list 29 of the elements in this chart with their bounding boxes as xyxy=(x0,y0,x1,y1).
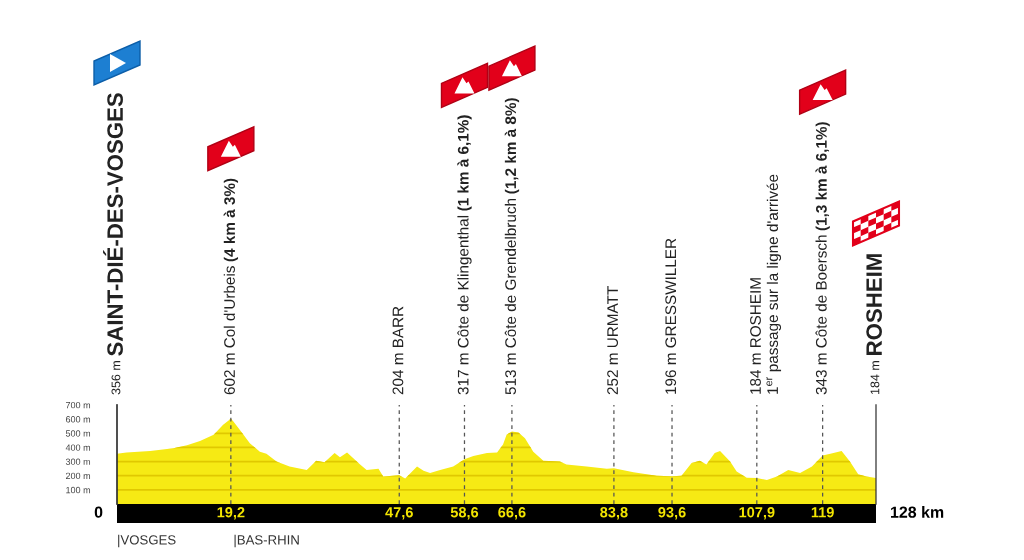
x-tick-label: 119 xyxy=(811,507,834,518)
y-tick-label: 500 m xyxy=(65,430,91,437)
ref-line-label: 184 m ROSHEIM xyxy=(866,254,882,395)
y-tick-label: 200 m xyxy=(65,472,91,480)
ref-line-label: 252 m URMATT xyxy=(607,286,619,395)
y-tick-label: 700 m xyxy=(65,401,91,409)
x-tick-label: 93,6 xyxy=(658,507,686,520)
ref-line-label: 204 m BARR xyxy=(392,306,404,395)
ref-line-label: 602 m Col d'Urbeis (4 km à 3%) xyxy=(223,178,239,395)
ref-line-label: 343 m Côte de Boersch (1,3 km à 6,1%) xyxy=(815,122,830,395)
x-tick-label: 19,2 xyxy=(217,507,245,520)
y-tick-label: 400 m xyxy=(65,444,91,451)
ref-line-label: 513 m Côte de Grendelbruch (1,2 km à 8%) xyxy=(504,98,520,395)
y-tick-label: 600 m xyxy=(65,416,91,423)
ref-line-label: 184 m ROSHEIM 1$^{er}$ passage sur la ligne d'arrivée xyxy=(750,174,782,394)
x-tick-label: 66,6 xyxy=(498,507,526,520)
text: |VOSGES xyxy=(118,534,176,548)
x-tick-label: 83,8 xyxy=(600,507,628,520)
x-tick-label: 58,6 xyxy=(450,507,479,520)
y-tick-label: 100 m xyxy=(66,486,91,494)
ref-line-label: 196 m GRESSWILLER xyxy=(665,238,677,394)
x-tick-label: 47,6 xyxy=(385,507,413,520)
ref-line-label: 317 m Côte de Klingenthal (1 km à 6,1%) xyxy=(457,115,472,395)
annotation: 0 xyxy=(94,506,103,518)
x-tick-label: 107,9 xyxy=(739,507,775,520)
text: |BAS-RHIN xyxy=(234,534,299,548)
y-tick-label: 300 m xyxy=(65,458,91,465)
annotation: 128 km xyxy=(891,506,944,518)
ref-line-label: 356 m SAINT-DIÉ-DES-VOSGES xyxy=(103,93,123,395)
